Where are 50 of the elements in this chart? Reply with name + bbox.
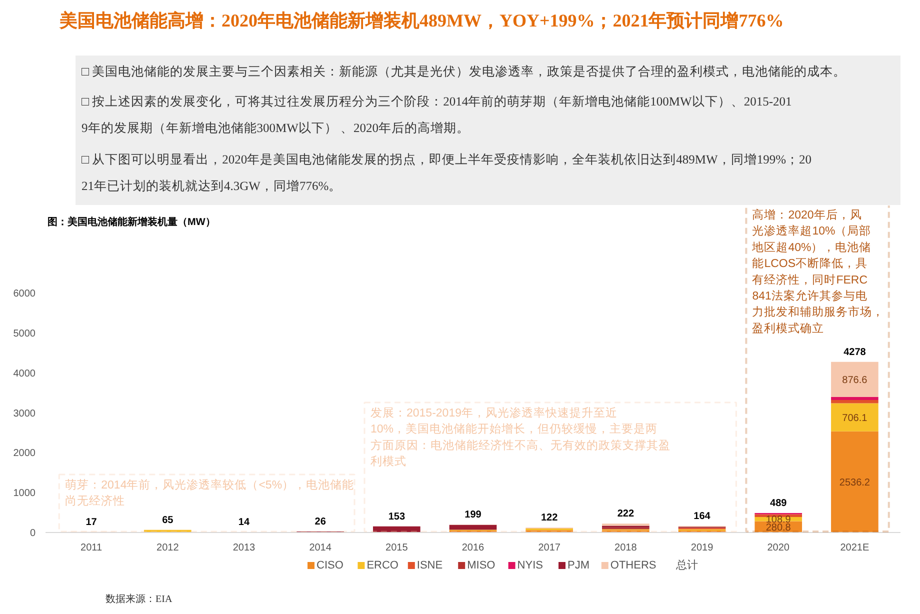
legend-label: CISO	[316, 560, 344, 572]
data-label: 280.8	[766, 522, 792, 534]
x-tick-label: 2014	[309, 542, 332, 554]
data-label: 2536.2	[839, 477, 870, 488]
annotation: 高增：2020年后，风光渗透率超10%（局部地区超40%），电池储能LCOS不断降低，具有经济性，同时FERC841法案允许其参与电力批发和辅助服务市场，盈利模式确立	[751, 208, 884, 335]
x-tick-label: 2015	[386, 542, 408, 554]
total-label: 122	[540, 512, 558, 524]
y-tick-label: 5000	[13, 328, 36, 340]
legend-label: MISO	[467, 560, 496, 572]
source-note: 数据来源：EIA	[106, 593, 173, 605]
legend-label: OTHERS	[610, 560, 656, 572]
total-label: 4278	[844, 346, 866, 358]
total-label: 65	[162, 514, 174, 526]
annotation: 萌芽：2014年前，风光渗透率较低（<5%），电池储能尚无经济性	[65, 478, 354, 508]
x-tick-label: 2020	[767, 542, 790, 554]
y-tick-label: 4000	[13, 368, 36, 380]
text: 总计	[675, 558, 698, 572]
x-tick-label: 2013	[232, 542, 256, 554]
text: □ 按上述因素的发展变化，可将其过往发展历程分为三个阶段：2014年前的萌芽期（年新增电池储能100MW以下）、2015-2019年的发展期（年新增电池储能300MW以下） 、2020年后的高增期。	[82, 94, 792, 136]
legend-label: ERCO	[366, 560, 399, 572]
total-label: 153	[388, 511, 406, 522]
x-tick-label: 2019	[690, 542, 714, 554]
text: □ 美国电池储能的发展主要与三个因素相关：新能源（尤其是光伏）发电渗透率，政策是否提供了合理的盈利模式，电池储能的成本。	[82, 64, 846, 78]
y-tick-label: 2000	[13, 448, 36, 460]
total-label: 17	[86, 516, 98, 528]
x-tick-label: 2018	[614, 542, 638, 554]
y-tick-label: 0	[30, 528, 36, 539]
x-tick-label: 2021E	[840, 542, 870, 554]
total-label: 222	[617, 508, 634, 520]
y-tick-label: 1000	[13, 488, 36, 500]
text: 图：美国电池储能新增装机量（MW）	[48, 216, 216, 228]
x-tick-label: 2017	[538, 542, 561, 554]
x-tick-label: 2012	[156, 542, 180, 554]
legend-label: PJM	[568, 560, 590, 572]
y-tick-label: 3000	[13, 408, 36, 420]
legend-label: ISNE	[416, 560, 443, 572]
data-label: 876.6	[842, 374, 868, 386]
total-label: 26	[314, 516, 326, 528]
total-label: 14	[238, 516, 250, 528]
annotation: 发展：2015-2019年，风光渗透率快速提升至近10%，美国电池储能开始增长，但仍较缓慢，主要是两方面原因：电池储能经济性不高、无有效的政策支撑其盈利模式	[370, 406, 670, 468]
total-label: 199	[464, 510, 482, 521]
x-tick-label: 2016	[462, 542, 485, 554]
total-label: 489	[770, 498, 788, 510]
x-tick-label: 2011	[80, 542, 102, 554]
data-label: 706.1	[842, 412, 868, 424]
text: □ 从下图可以明显看出，2020年是美国电池储能发展的拐点，即便上半年受疫情影响，全年装机依旧达到489MW，同增199%；2021年已计划的装机就达到4.3GW，同增776%。	[82, 152, 812, 194]
legend-label: NYIS	[517, 560, 543, 572]
total-label: 164	[694, 510, 711, 522]
y-tick-label: 6000	[13, 288, 36, 300]
chart-title: 美国电池储能高增：2020年电池储能新增装机489MW，YOY+199%；2021年预计同增776%	[58, 10, 784, 30]
